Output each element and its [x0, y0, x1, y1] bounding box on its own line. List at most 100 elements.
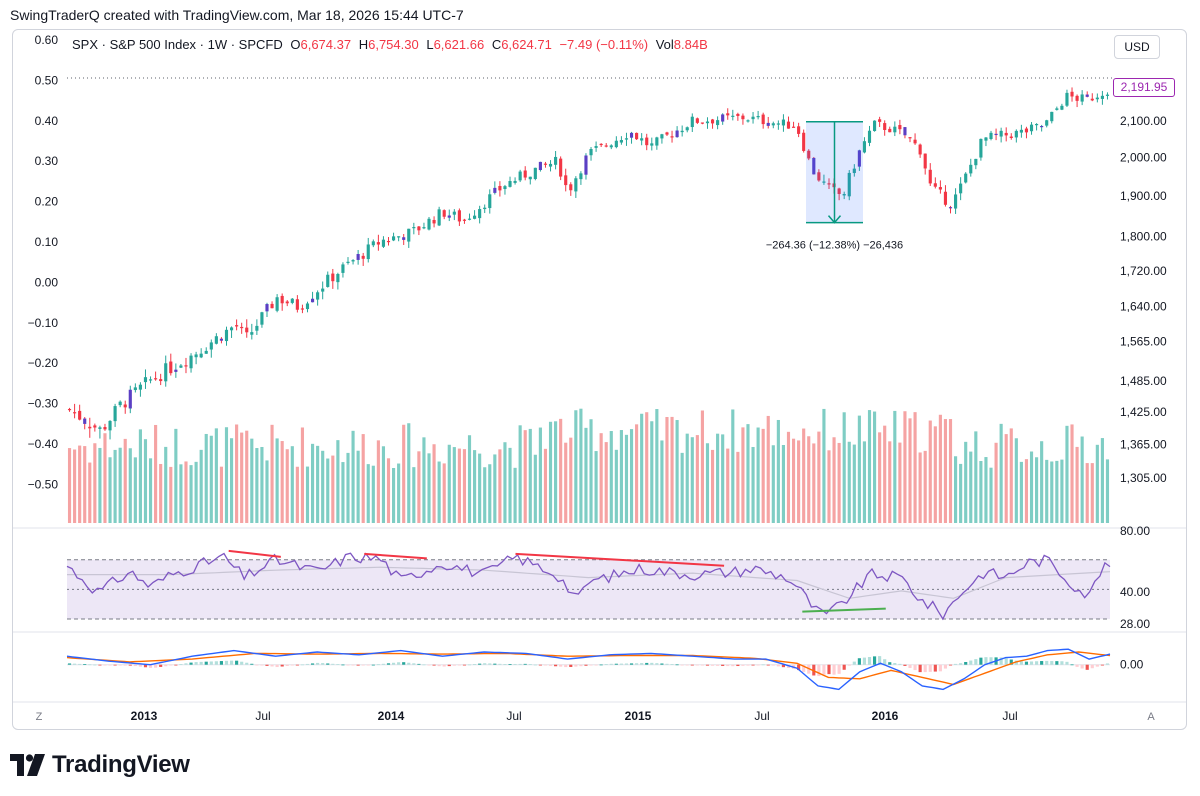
- macd-histogram-bar: [133, 664, 137, 667]
- volume-bar: [857, 415, 861, 523]
- volume-bar: [422, 437, 426, 523]
- macd-histogram-bar: [1095, 664, 1099, 667]
- macd-histogram-bar: [635, 663, 639, 665]
- volume-bar: [1095, 444, 1099, 523]
- volume-bar: [913, 412, 917, 523]
- macd-histogram-bar: [310, 663, 315, 665]
- zoom-corner-button[interactable]: Z: [35, 711, 43, 723]
- candle-body: [913, 139, 917, 144]
- symbol-legend[interactable]: SPX · S&P 500 Index · 1W · SPCFD O6,674.…: [72, 37, 708, 52]
- candle-body: [579, 173, 583, 180]
- volume-bar: [969, 451, 973, 523]
- left-axis-tick: 0.10: [35, 235, 59, 249]
- volume-bar: [781, 445, 785, 523]
- time-axis-tick: Jul: [506, 709, 521, 723]
- candle-body: [655, 137, 659, 146]
- rsi-line: [66, 552, 1111, 621]
- candle-body: [771, 123, 775, 126]
- candle-body: [199, 353, 203, 358]
- volume-bar: [791, 438, 796, 523]
- candle-body: [310, 298, 315, 303]
- candle-body: [397, 236, 401, 238]
- macd-histogram-bar: [184, 663, 188, 665]
- macd-histogram-bar: [827, 664, 831, 675]
- macd-histogram-bar: [113, 664, 117, 666]
- candle-body: [802, 132, 806, 151]
- macd-histogram-bar: [98, 664, 102, 666]
- left-axis-tick: −0.50: [28, 477, 59, 491]
- macd-histogram-bar: [169, 664, 173, 666]
- macd-histogram-bar: [690, 664, 694, 666]
- volume-bar: [437, 461, 441, 523]
- macd-histogram-bar: [1040, 661, 1044, 665]
- candle-body: [143, 377, 148, 383]
- candle-body: [427, 218, 431, 230]
- candle-body: [437, 209, 441, 226]
- volume-bar: [361, 434, 365, 523]
- macd-histogram-bar: [1004, 658, 1008, 665]
- macd-histogram-bar: [1090, 664, 1094, 669]
- candle-body: [83, 418, 87, 424]
- volume-bar: [402, 424, 406, 523]
- macd-histogram-bar: [680, 664, 684, 666]
- macd-histogram-bar: [928, 664, 932, 672]
- macd-histogram-bar: [159, 664, 163, 667]
- candle-body: [604, 145, 608, 147]
- candle-body: [969, 164, 973, 174]
- macd-histogram-bar: [417, 663, 421, 665]
- macd-histogram-bar: [331, 663, 335, 665]
- macd-histogram-bar: [295, 664, 299, 666]
- macd-histogram-bar: [893, 663, 897, 665]
- macd-histogram-bar: [528, 664, 532, 665]
- candle-body: [908, 137, 912, 139]
- macd-histogram-bar: [989, 657, 993, 665]
- volume-bar: [554, 421, 558, 523]
- volume-bar: [766, 415, 770, 523]
- volume-bar: [467, 435, 472, 523]
- volume-bar: [1105, 459, 1110, 523]
- volume-bar: [483, 467, 487, 523]
- macd-histogram-bar: [872, 656, 877, 665]
- candle-body: [270, 303, 274, 309]
- currency-button[interactable]: USD: [1114, 35, 1160, 59]
- macd-histogram-bar: [128, 664, 132, 666]
- candle-body: [457, 210, 461, 222]
- candle-body: [93, 425, 97, 428]
- auto-scale-button[interactable]: A: [1147, 711, 1155, 723]
- macd-histogram-bar: [660, 663, 664, 665]
- candle-body: [462, 219, 467, 221]
- legend-low: 6,621.66: [433, 37, 485, 52]
- tradingview-logo-icon: [10, 754, 45, 776]
- candle-body: [837, 188, 841, 194]
- rsi-axis-tick: 28.00: [1120, 617, 1150, 631]
- macd-histogram-bar: [407, 662, 411, 665]
- volume-bar: [842, 412, 846, 523]
- candle-body: [817, 172, 821, 181]
- macd-histogram-bar: [559, 664, 563, 667]
- macd-histogram-bar: [316, 662, 320, 665]
- candle-body: [432, 219, 436, 224]
- left-axis-tick: −0.10: [28, 316, 59, 330]
- volume-bar: [872, 411, 877, 523]
- candle-body: [857, 150, 861, 167]
- volume-bar: [797, 440, 801, 523]
- volume-bar: [255, 448, 259, 523]
- candle-body: [928, 169, 932, 184]
- candle-body: [285, 301, 289, 304]
- macd-histogram-bar: [1105, 663, 1110, 665]
- volume-bar: [148, 458, 153, 523]
- time-axis-tick: 2013: [131, 709, 158, 723]
- candle-body: [108, 420, 112, 431]
- macd-histogram-bar: [402, 662, 406, 665]
- legend-open: 6,674.37: [300, 37, 352, 52]
- volume-bar: [933, 426, 937, 523]
- candle-body: [741, 115, 745, 120]
- volume-bar: [948, 419, 953, 523]
- left-axis-tick: −0.40: [28, 437, 59, 451]
- macd-histogram-bar: [761, 664, 765, 666]
- macd-axis-tick: 0.00: [1120, 658, 1144, 672]
- volume-bar: [786, 431, 791, 523]
- macd-histogram-bar: [822, 664, 826, 675]
- candle-body: [629, 132, 634, 138]
